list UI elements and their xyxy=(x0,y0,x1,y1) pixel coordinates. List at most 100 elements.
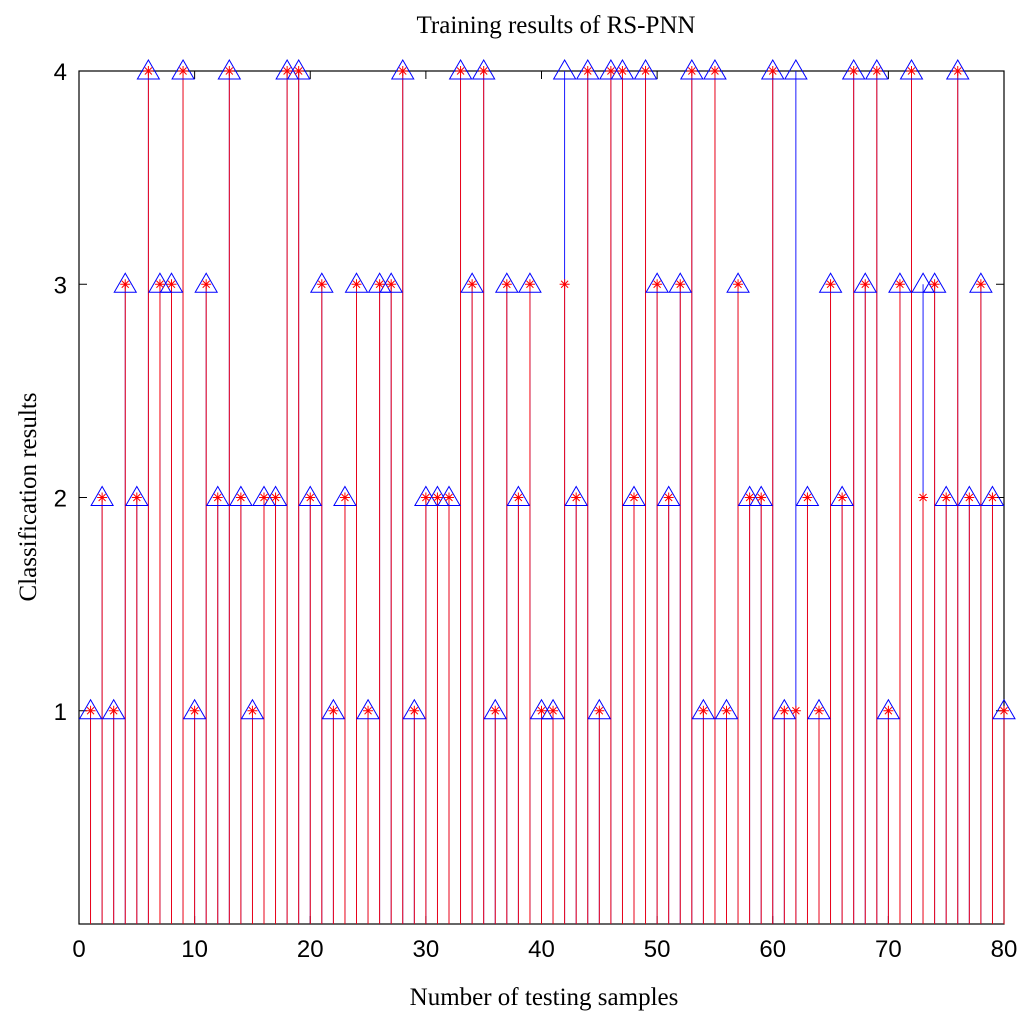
predicted-marker xyxy=(316,279,327,290)
predicted-marker xyxy=(178,66,189,76)
predicted-marker xyxy=(802,492,813,503)
actual-marker xyxy=(957,485,982,506)
predicted-marker xyxy=(975,279,986,290)
actual-marker xyxy=(298,485,323,506)
actual-marker xyxy=(182,698,207,720)
predicted-marker xyxy=(524,279,535,290)
actual-marker xyxy=(760,59,785,80)
predicted-marker xyxy=(420,492,431,503)
predicted-marker xyxy=(594,705,605,716)
actual-marker xyxy=(541,698,565,720)
predicted-marker xyxy=(629,492,639,503)
actual-marker xyxy=(518,272,542,293)
predicted-marker xyxy=(397,66,408,76)
y-tick-label: 2 xyxy=(54,486,67,513)
predicted-marker xyxy=(814,705,824,716)
actual-marker xyxy=(402,698,427,720)
predicted-marker xyxy=(640,66,651,76)
x-tick-label: 30 xyxy=(413,936,440,963)
actual-marker xyxy=(390,59,415,80)
predicted-marker xyxy=(409,705,420,716)
predicted-marker xyxy=(929,279,940,290)
actual-marker xyxy=(899,59,924,80)
predicted-marker xyxy=(235,492,246,503)
actual-marker xyxy=(101,698,126,720)
predicted-marker xyxy=(952,66,963,76)
actual-marker xyxy=(194,272,219,293)
x-tick-label: 40 xyxy=(528,936,555,963)
actual-marker xyxy=(633,59,658,80)
x-tick-label: 70 xyxy=(875,936,902,963)
y-tick-label: 4 xyxy=(54,59,67,86)
actual-marker xyxy=(90,485,114,506)
predicted-marker xyxy=(871,66,882,76)
actual-marker xyxy=(587,698,612,720)
predicted-marker xyxy=(247,705,258,716)
x-tick-label: 60 xyxy=(759,936,786,963)
actual-marker xyxy=(703,59,727,80)
predicted-marker xyxy=(259,492,269,503)
predicted-marker xyxy=(605,66,616,76)
actual-marker xyxy=(679,59,704,80)
actual-marker xyxy=(205,485,230,506)
predicted-marker xyxy=(779,705,790,716)
actual-marker xyxy=(992,698,1016,720)
predicted-marker xyxy=(339,492,350,503)
actual-marker xyxy=(691,698,716,720)
actual-marker xyxy=(622,485,646,506)
predicted-marker xyxy=(305,492,316,503)
predicted-marker xyxy=(883,705,894,716)
actual-marker xyxy=(934,485,959,506)
actual-marker xyxy=(217,59,242,80)
actual-marker xyxy=(818,272,843,293)
actual-marker xyxy=(229,485,253,506)
predicted-marker xyxy=(154,279,165,290)
predicted-marker xyxy=(97,492,108,503)
actual-marker xyxy=(980,485,1005,506)
predicted-marker xyxy=(478,66,489,76)
predicted-marker xyxy=(166,279,177,290)
actual-marker xyxy=(309,272,334,293)
actual-marker xyxy=(356,698,380,720)
predicted-marker xyxy=(293,66,304,76)
predicted-marker xyxy=(108,705,119,716)
actual-marker xyxy=(645,272,669,293)
actual-marker xyxy=(159,272,184,293)
y-axis-label: Classification results xyxy=(15,393,42,602)
plot-area: 0 10 20 30 40 50 60 70 80 1 2 3 4 xyxy=(54,59,1018,963)
predicted-marker xyxy=(860,279,871,290)
predicted-marker xyxy=(571,492,582,503)
predicted-marker xyxy=(212,492,223,503)
actual-marker xyxy=(668,272,693,293)
predicted-marker xyxy=(837,492,848,503)
predicted-marker xyxy=(131,492,142,503)
predicted-marker xyxy=(363,705,374,716)
actual-marker xyxy=(888,272,912,293)
predicted-marker xyxy=(709,66,720,76)
actual-marker xyxy=(171,59,195,80)
predicted-marker xyxy=(143,66,154,76)
x-tick-label: 50 xyxy=(644,936,671,963)
predicted-marker xyxy=(790,705,801,716)
chart-title: Training results of RS-PNN xyxy=(417,12,696,39)
predicted-marker xyxy=(386,279,397,290)
predicted-marker xyxy=(686,66,697,76)
actual-marker xyxy=(321,698,346,720)
predicted-marker xyxy=(559,279,570,290)
actual-marker xyxy=(471,59,496,80)
actual-marker xyxy=(448,59,473,80)
predicted-marker xyxy=(85,705,96,716)
y-tick-label: 3 xyxy=(54,272,67,299)
predicted-marker xyxy=(698,705,709,716)
actual-marker xyxy=(795,485,820,506)
predicted-marker xyxy=(490,705,501,716)
actual-marker xyxy=(437,485,461,506)
predicted-marker xyxy=(282,66,293,76)
predicted-marker xyxy=(444,492,454,503)
predicted-marker xyxy=(721,705,732,716)
predicted-marker xyxy=(224,66,235,76)
actual-marker xyxy=(240,698,265,720)
actual-marker xyxy=(113,272,138,293)
actual-marker xyxy=(841,59,866,80)
predicted-marker xyxy=(652,279,663,290)
